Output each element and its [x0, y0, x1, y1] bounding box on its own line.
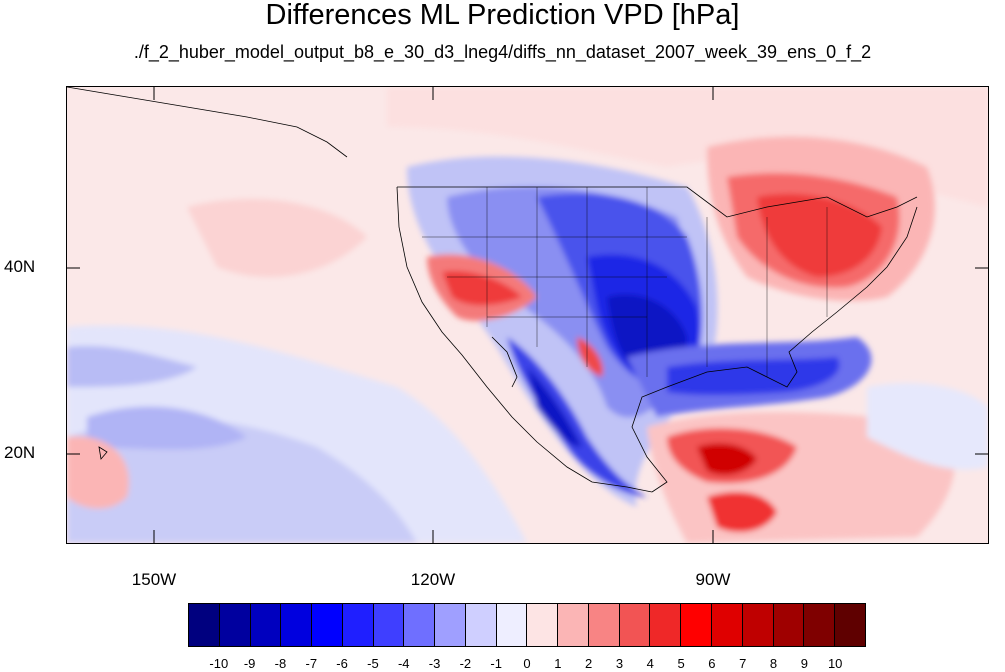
colorbar-tick-label: -3 — [428, 656, 441, 671]
colorbar-tick-label: 10 — [827, 656, 843, 671]
colorbar-swatch — [250, 604, 282, 646]
colorbar-tick-label: -9 — [243, 656, 256, 671]
colorbar-swatch — [435, 604, 466, 646]
colorbar-swatch — [281, 604, 313, 646]
colorbar-swatch — [804, 604, 836, 646]
colorbar-swatch — [342, 604, 374, 646]
colorbar-tick-label: 6 — [708, 656, 716, 671]
colorbar-tick-label: -6 — [336, 656, 348, 671]
colorbar-tick-label: 5 — [677, 656, 685, 671]
colorbar-tick-label: 3 — [615, 656, 624, 671]
colorbar-tick-label: -8 — [274, 656, 287, 671]
colorbar-tick-label: -5 — [367, 656, 379, 671]
colorbar-swatch — [742, 604, 774, 646]
colorbar-swatch — [773, 604, 805, 646]
colorbar-tick-label: -10 — [209, 656, 229, 671]
vpd-difference-field — [67, 87, 988, 543]
lon-label-120w: 120W — [410, 570, 456, 589]
colorbar-swatch — [496, 604, 528, 646]
lon-label-90w: 90W — [695, 570, 731, 589]
colorbar-swatch — [465, 604, 497, 646]
colorbar-swatch — [681, 604, 713, 646]
colorbar-tick-label: -4 — [397, 656, 410, 671]
colorbar-swatch — [588, 604, 620, 646]
colorbar-tick-label: 0 — [523, 656, 531, 671]
chart-title: Differences ML Prediction VPD [hPa] — [265, 0, 740, 31]
colorbar-tick-label: 7 — [739, 656, 747, 671]
colorbar-tick-label: 9 — [800, 656, 808, 671]
colorbar-swatch — [189, 604, 220, 646]
colorbar-tick-label: -1 — [490, 656, 502, 671]
colorbar-swatch — [373, 604, 405, 646]
colorbar — [188, 603, 866, 647]
colorbar-swatch — [527, 604, 559, 646]
lat-label-40n: 40N — [4, 257, 36, 276]
map-panel — [66, 86, 989, 544]
colorbar-tick-label: 8 — [769, 656, 778, 671]
colorbar-swatch — [558, 604, 589, 646]
colorbar-swatch — [404, 604, 436, 646]
colorbar-swatch — [835, 604, 865, 646]
colorbar-tick-label: -7 — [305, 656, 318, 671]
colorbar-tick-label: 4 — [646, 656, 654, 671]
colorbar-swatch — [650, 604, 682, 646]
chart-subtitle: ./f_2_huber_model_output_b8_e_30_d3_lneg… — [133, 42, 872, 62]
lat-label-20n: 20N — [4, 443, 36, 462]
lon-label-150w: 150W — [131, 570, 177, 589]
colorbar-tick-label: 2 — [585, 656, 593, 671]
colorbar-swatch — [619, 604, 651, 646]
colorbar-swatch — [219, 604, 251, 646]
colorbar-tick-label: 1 — [554, 656, 562, 671]
colorbar-swatch — [712, 604, 743, 646]
colorbar-swatch — [312, 604, 343, 646]
colorbar-tick-label: -2 — [459, 656, 472, 671]
